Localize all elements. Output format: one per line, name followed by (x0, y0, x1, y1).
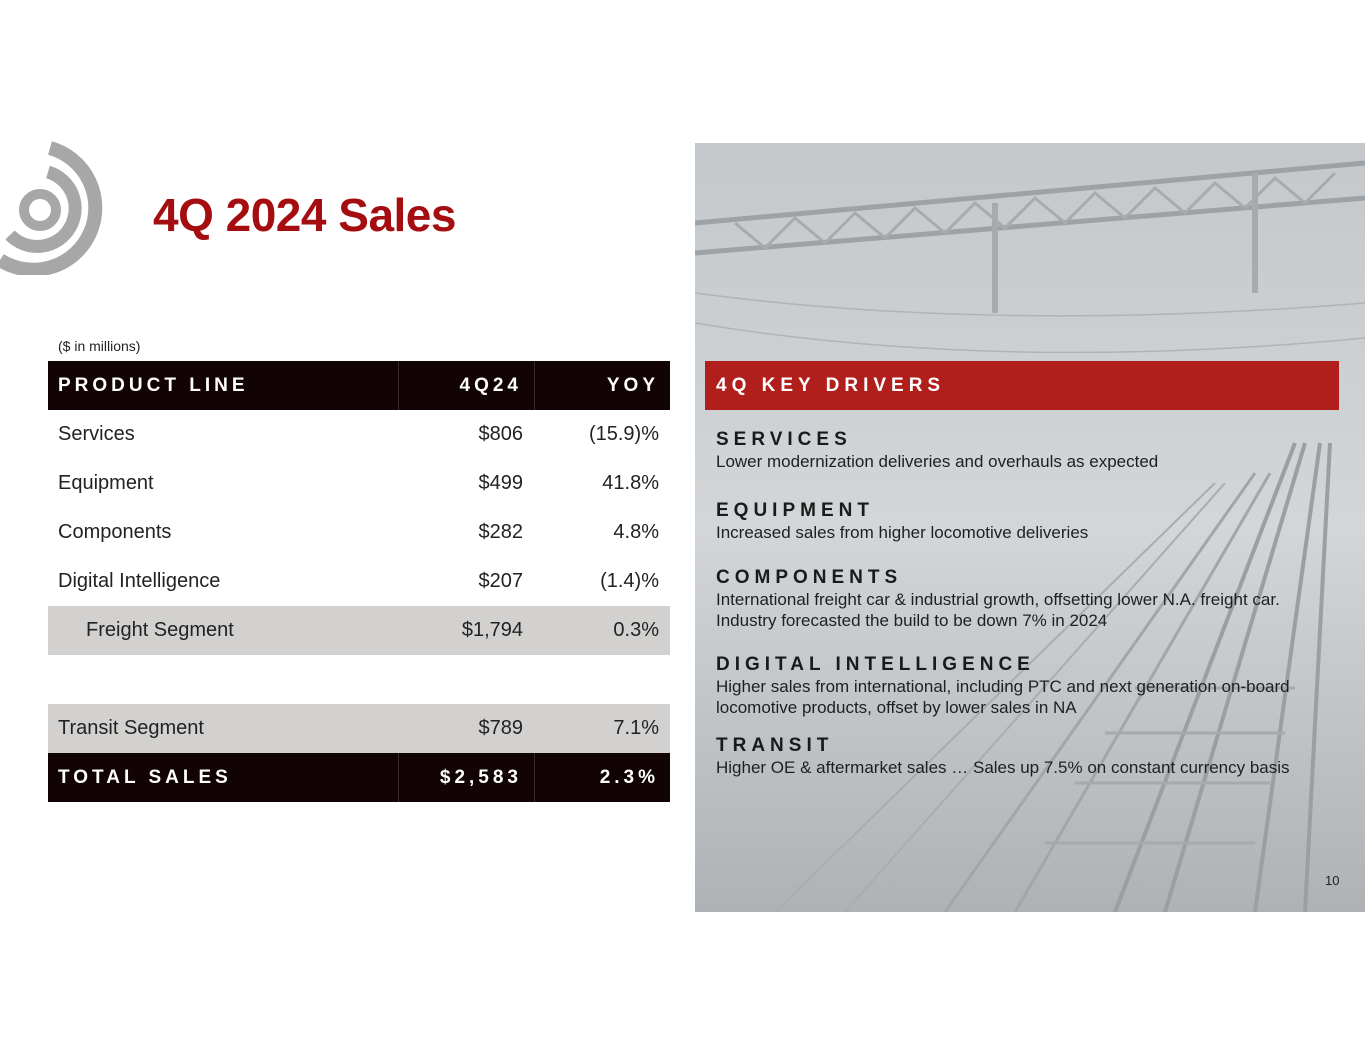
total-value: $2,583 (398, 753, 535, 802)
header-yoy: YOY (606, 374, 659, 396)
row-value: $789 (478, 717, 524, 739)
page-title: 4Q 2024 Sales (153, 189, 456, 241)
row-label: Digital Intelligence (58, 570, 221, 592)
driver-digital-intelligence: DIGITAL INTELLIGENCE Higher sales from i… (716, 654, 1331, 718)
driver-components: COMPONENTS International freight car & i… (716, 567, 1331, 631)
row-yoy: (1.4)% (600, 570, 659, 592)
driver-title: DIGITAL INTELLIGENCE (716, 654, 1035, 675)
row-label: Freight Segment (86, 619, 234, 641)
table-row: Services $806 (15.9)% (48, 410, 670, 459)
driver-text: Increased sales from higher locomotive d… (716, 523, 1089, 542)
total-yoy: 2.3% (599, 766, 659, 788)
company-logo-icon (0, 141, 103, 275)
row-yoy: 41.8% (602, 472, 659, 494)
row-value: $207 (478, 570, 524, 592)
driver-text: Higher OE & aftermarket sales … Sales up… (716, 758, 1290, 777)
total-sales-row: TOTAL SALES $2,583 2.3% (48, 753, 670, 802)
row-value: $806 (478, 423, 524, 445)
driver-text: Lower modernization deliveries and overh… (716, 452, 1159, 471)
row-value: $282 (478, 521, 524, 543)
transit-segment-row: Transit Segment $789 7.1% (48, 704, 670, 753)
row-yoy: 0.3% (613, 619, 659, 641)
freight-segment-row: Freight Segment $1,794 0.3% (48, 606, 670, 655)
key-drivers-header: 4Q KEY DRIVERS (705, 361, 1339, 410)
row-label: Equipment (58, 472, 154, 494)
row-label: Transit Segment (58, 717, 204, 739)
driver-title: EQUIPMENT (716, 500, 874, 521)
sales-table: PRODUCT LINE 4Q24 YOY Services $806 (15.… (48, 361, 670, 802)
driver-equipment: EQUIPMENT Increased sales from higher lo… (716, 500, 1331, 543)
header-product-line: PRODUCT LINE (58, 374, 249, 396)
driver-title: COMPONENTS (716, 567, 903, 588)
table-row: Equipment $499 41.8% (48, 459, 670, 508)
table-spacer (48, 655, 670, 704)
row-label: Components (58, 521, 172, 543)
driver-text: Higher sales from international, includi… (716, 677, 1290, 717)
driver-title: TRANSIT (716, 735, 834, 756)
row-yoy: 7.1% (613, 717, 659, 739)
total-label: TOTAL SALES (58, 766, 232, 788)
driver-text: International freight car & industrial g… (716, 590, 1280, 630)
table-row: Digital Intelligence $207 (1.4)% (48, 557, 670, 606)
row-yoy: 4.8% (613, 521, 659, 543)
row-yoy: (15.9)% (588, 423, 659, 445)
driver-transit: TRANSIT Higher OE & aftermarket sales … … (716, 735, 1331, 778)
row-label: Services (58, 423, 135, 445)
row-value: $499 (478, 472, 524, 494)
row-value: $1,794 (461, 619, 523, 641)
unit-note: ($ in millions) (58, 338, 141, 354)
railway-background-image (695, 143, 1365, 912)
driver-title: SERVICES (716, 429, 852, 450)
header-4q24: 4Q24 (398, 361, 535, 410)
page-number: 10 (1325, 873, 1340, 888)
table-header-row: PRODUCT LINE 4Q24 YOY (48, 361, 670, 410)
table-row: Components $282 4.8% (48, 508, 670, 557)
driver-services: SERVICES Lower modernization deliveries … (716, 429, 1331, 472)
